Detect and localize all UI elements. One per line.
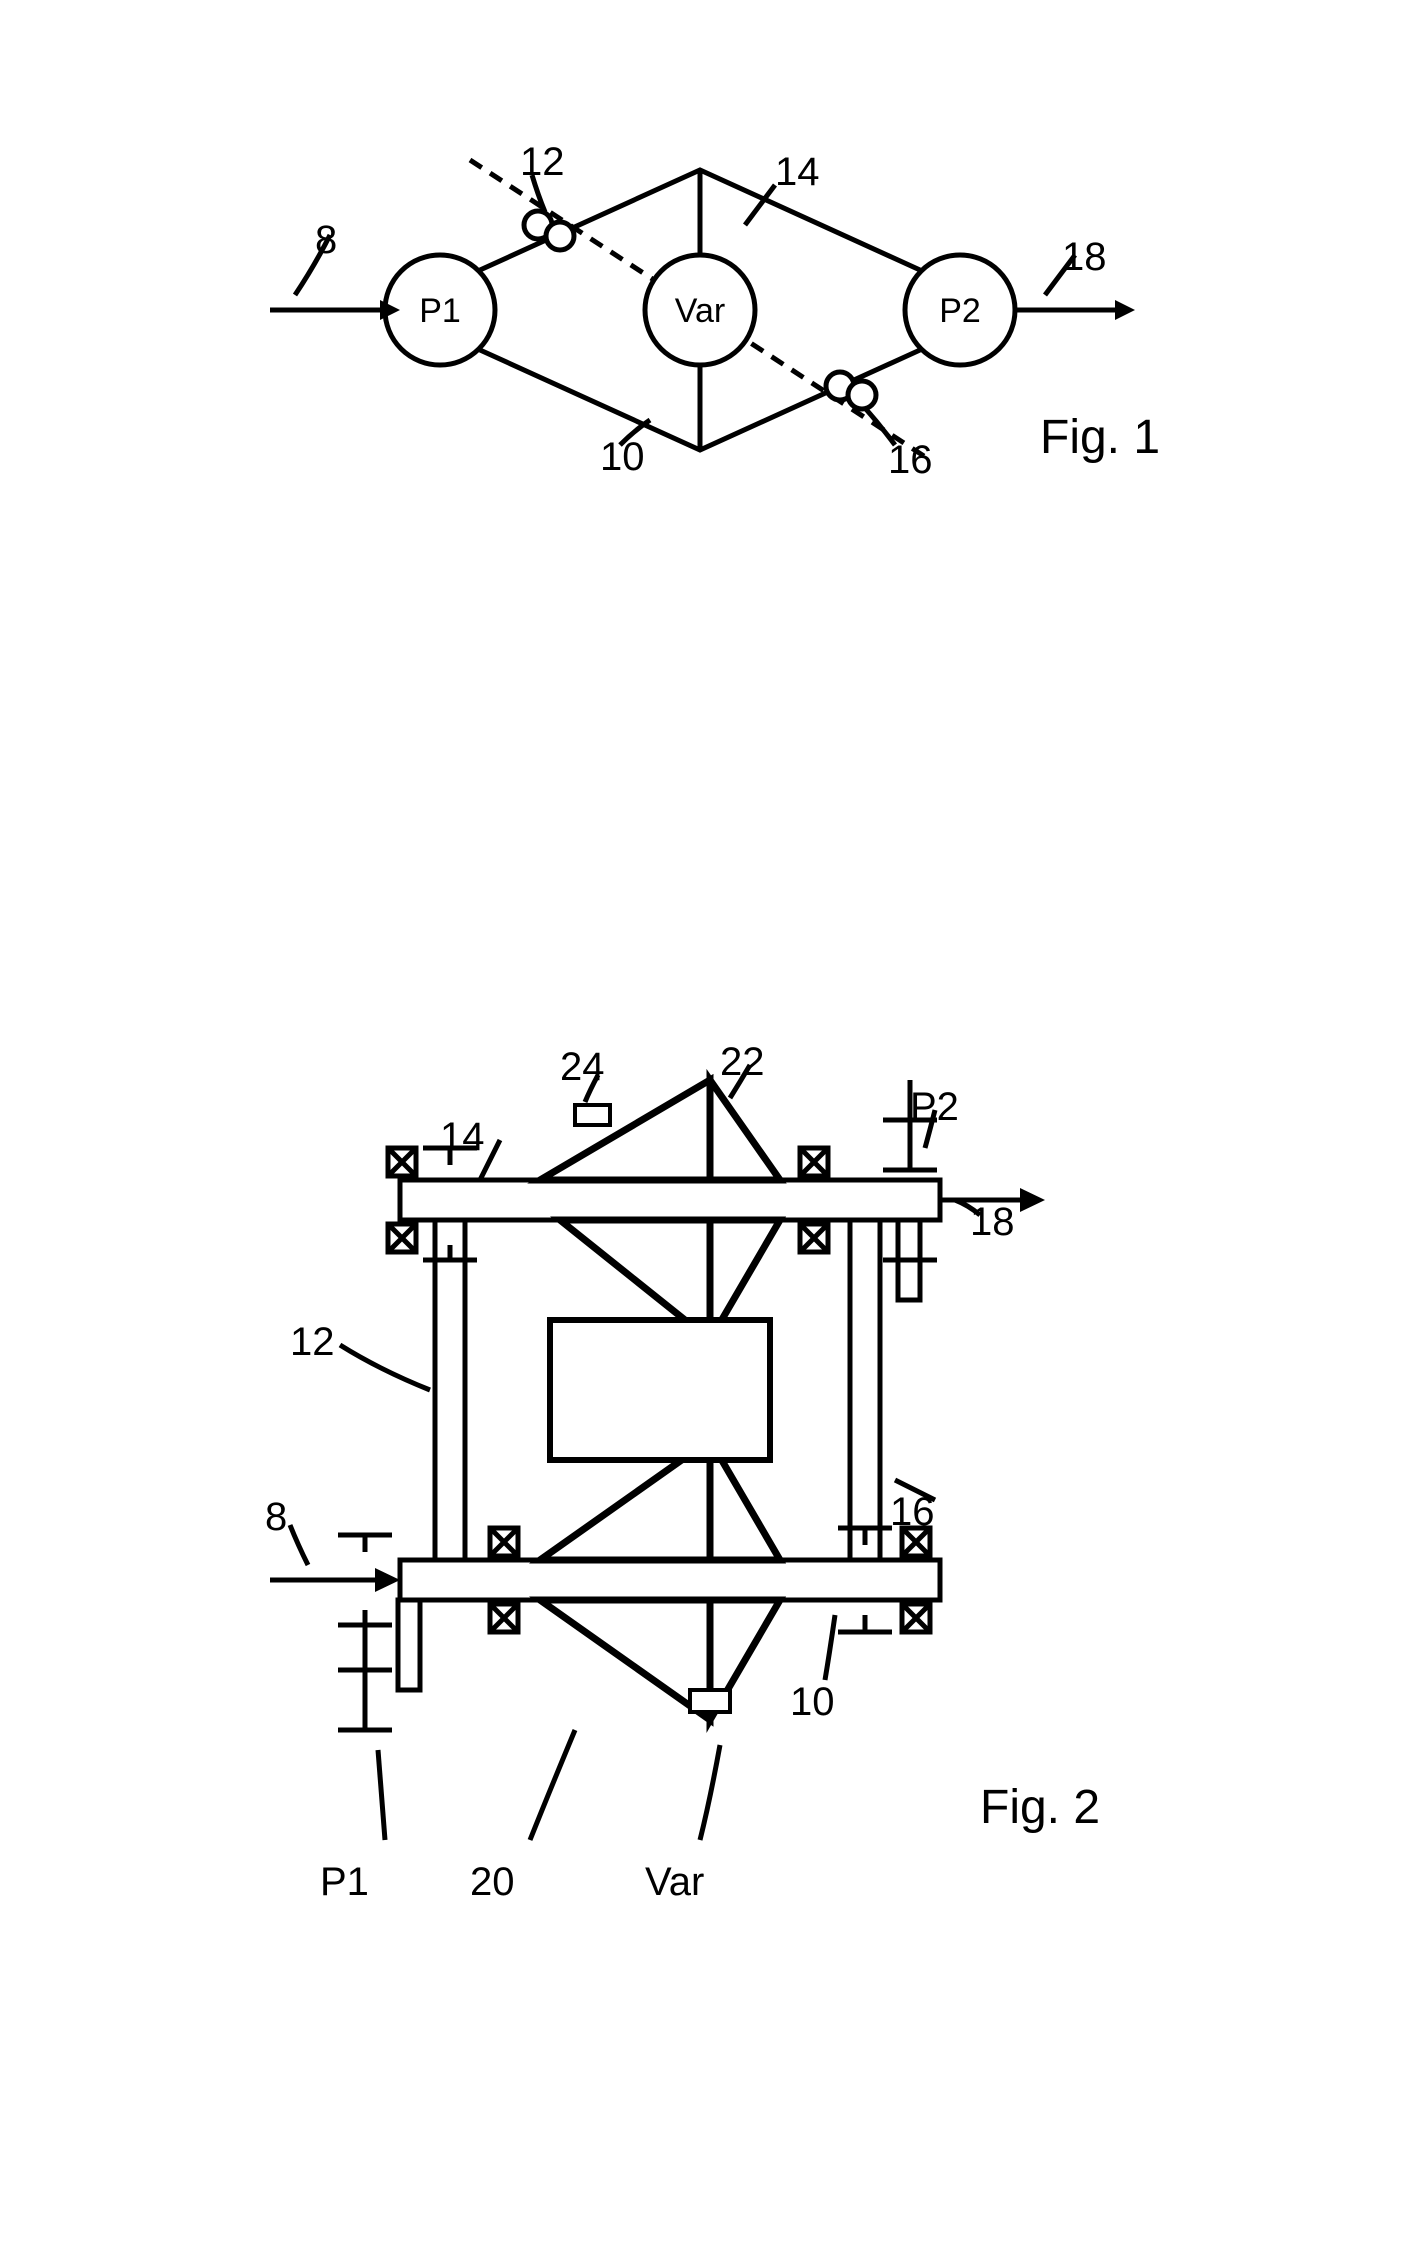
cone-20-bot (540, 1600, 710, 1720)
ref-12: 12 (520, 140, 565, 185)
ref-14-f2: 14 (440, 1115, 485, 1160)
ref-22-f2: 22 (720, 1040, 765, 1085)
arrow-out-head (1115, 300, 1135, 320)
ref-14: 14 (775, 150, 820, 195)
small-circle-12b (546, 222, 574, 250)
upper-shaft (400, 1180, 940, 1220)
label-var: Var (675, 292, 725, 330)
ref-16: 16 (888, 438, 933, 483)
ref-10: 10 (600, 435, 645, 480)
cone-22-top (710, 1080, 780, 1180)
ref-10-f2: 10 (790, 1680, 835, 1725)
ref-18: 18 (1062, 235, 1107, 280)
ref-var-f2: Var (645, 1860, 704, 1905)
label-p1: P1 (419, 292, 461, 330)
arrow-18-head (1020, 1188, 1045, 1212)
ref-16-f2: 16 (890, 1490, 935, 1535)
cone-24 (540, 1080, 710, 1180)
ref-20-f2: 20 (470, 1860, 515, 1905)
ref-p2-f2: P2 (910, 1085, 959, 1130)
figure-1: P1 Var P2 (140, 70, 1240, 570)
leader-p1-f2 (378, 1750, 385, 1840)
label-p2: P2 (939, 292, 981, 330)
cone-var-tab (690, 1690, 730, 1712)
belt (550, 1320, 770, 1460)
leader-20-f2 (530, 1730, 575, 1840)
leader-var-f2 (700, 1745, 720, 1840)
fig2-label: Fig. 2 (980, 1780, 1100, 1835)
lower-shaft (400, 1560, 940, 1600)
leader-12-f2 (340, 1345, 430, 1390)
ref-24-f2: 24 (560, 1045, 605, 1090)
fig1-label: Fig. 1 (1040, 410, 1160, 465)
small-circle-16b (848, 381, 876, 409)
ref-p1-f2: P1 (320, 1860, 369, 1905)
ref-8-f2: 8 (265, 1495, 287, 1540)
arrow-8-head (375, 1568, 400, 1592)
ref-8: 8 (315, 218, 337, 263)
page-container: P1 Var P2 8 12 14 10 16 18 Fig. 1 (40, 40, 1373, 2224)
ref-12-f2: 12 (290, 1320, 335, 1365)
ref-18-f2: 18 (970, 1200, 1015, 1245)
leader-8-f2 (290, 1525, 308, 1565)
cone-24-tab (575, 1105, 610, 1125)
leader-10-f2 (825, 1615, 835, 1680)
figure-2 (210, 970, 1110, 1970)
